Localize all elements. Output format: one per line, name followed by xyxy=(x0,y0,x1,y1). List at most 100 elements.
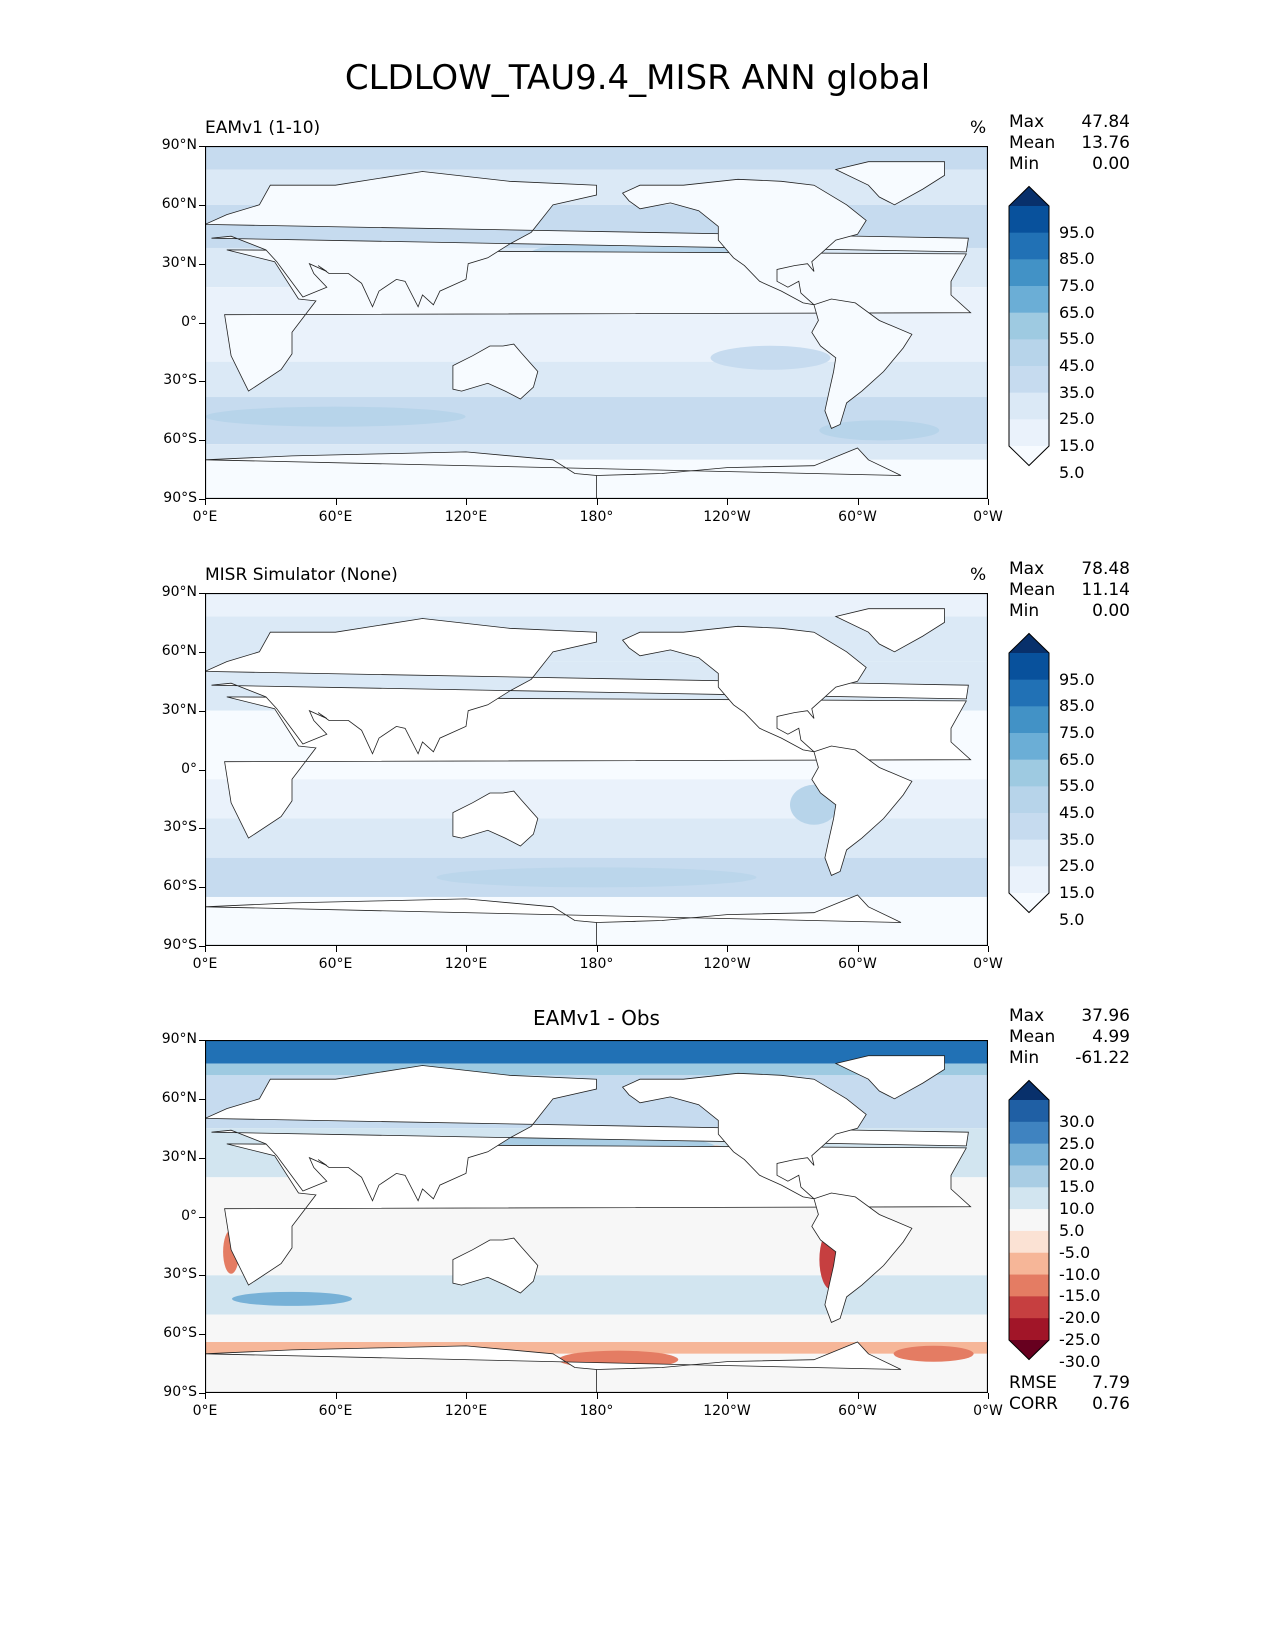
colorbar-extend-bottom xyxy=(1009,446,1049,466)
stat-min-label: Min xyxy=(1009,154,1040,174)
lon-tick xyxy=(727,499,728,505)
lon-tick xyxy=(857,1393,859,1399)
colorbar-segment xyxy=(1009,419,1049,447)
stat-max-label: Max xyxy=(1009,1006,1045,1026)
land-outline xyxy=(621,1072,867,1200)
lon-tick-label: 180° xyxy=(579,509,614,525)
field-patch xyxy=(893,1345,974,1362)
field-patch xyxy=(710,345,831,370)
colorbar-segment xyxy=(1009,286,1049,314)
lat-tick xyxy=(199,381,205,382)
lat-tick-label: 90°S xyxy=(163,490,197,506)
colorbar-segment xyxy=(1009,866,1049,894)
lon-tick xyxy=(988,946,989,952)
lat-tick xyxy=(199,652,205,653)
stat-mean-label: Mean xyxy=(1009,1027,1056,1047)
land-outline xyxy=(834,1055,945,1100)
colorbar-tick-label: 35.0 xyxy=(1059,382,1095,402)
stat-mean-value: 13.76 xyxy=(1081,133,1130,153)
field-band xyxy=(205,146,988,170)
panel-label: MISR Simulator (None) xyxy=(205,565,398,585)
land-outline xyxy=(621,625,867,753)
stat-mean-value: 11.14 xyxy=(1081,580,1130,600)
lon-tick-label: 60°E xyxy=(318,956,353,972)
lat-tick-label: 90°S xyxy=(163,937,197,953)
colorbar-segment xyxy=(1009,366,1049,394)
colorbar-segment xyxy=(1009,1230,1049,1254)
lat-tick xyxy=(199,499,205,500)
panel-label: EAMv1 - Obs xyxy=(533,1006,660,1030)
map-frame xyxy=(205,1040,988,1393)
land-outline xyxy=(811,745,913,876)
lon-tick xyxy=(988,499,989,505)
lon-tick-label: 60°E xyxy=(318,1403,353,1419)
map-panel xyxy=(205,1040,988,1393)
colorbar-segment xyxy=(1009,1252,1049,1276)
colorbar-segment xyxy=(1009,786,1049,814)
colorbar-tick-label: 15.0 xyxy=(1059,883,1095,902)
land-outline xyxy=(811,1192,913,1323)
lon-tick xyxy=(205,946,206,952)
colorbar-tick-label: 75.0 xyxy=(1059,723,1095,742)
colorbar-tick-label: -20.0 xyxy=(1059,1308,1101,1328)
colorbar-tick-label: 5.0 xyxy=(1059,909,1085,929)
lon-tick xyxy=(596,1393,598,1399)
stat-min-value: 0.00 xyxy=(1092,154,1130,174)
colorbar-segment xyxy=(1009,339,1049,367)
lon-tick xyxy=(335,946,337,952)
lon-tick-label: 0°W xyxy=(973,956,1003,972)
land-outline xyxy=(452,1237,539,1294)
lon-tick-label: 120°E xyxy=(444,509,488,525)
land-outline xyxy=(621,178,867,306)
lon-tick-label: 0°E xyxy=(192,509,218,525)
lat-tick-label: 60°S xyxy=(163,1325,197,1341)
lat-tick-label: 30°N xyxy=(161,255,197,271)
colorbar-tick-label: -25.0 xyxy=(1059,1330,1101,1349)
stat-rmse-label: RMSE xyxy=(1009,1373,1058,1393)
lon-tick xyxy=(857,499,859,505)
lon-tick xyxy=(335,499,337,505)
map-panel xyxy=(205,593,988,946)
lat-tick xyxy=(199,205,205,206)
colorbar-segment xyxy=(1009,1187,1049,1210)
stat-corr-value: 0.76 xyxy=(1092,1394,1130,1414)
colorbar-tick-label: 10.0 xyxy=(1059,1199,1095,1219)
colorbar-tick-label: 55.0 xyxy=(1059,776,1095,796)
colorbar-tick-label: 5.0 xyxy=(1059,1220,1085,1240)
colorbar-segment xyxy=(1009,813,1049,841)
lon-tick-label: 0°W xyxy=(973,509,1003,525)
colorbar-outline xyxy=(1008,185,1050,467)
colorbar-tick-label: 65.0 xyxy=(1059,302,1095,322)
land-outline xyxy=(205,447,902,499)
lon-tick xyxy=(596,946,598,952)
colorbar-segment xyxy=(1009,1121,1049,1145)
lon-tick-label: 120°E xyxy=(444,956,488,972)
stat-min-label: Min xyxy=(1009,1048,1040,1068)
lat-tick-label: 30°S xyxy=(163,372,197,388)
stat-mean-label: Mean xyxy=(1009,133,1056,153)
colorbar-segment xyxy=(1009,1143,1049,1166)
land-outline xyxy=(205,1341,902,1393)
colorbar-tick-label: 85.0 xyxy=(1059,696,1095,716)
lon-tick-label: 180° xyxy=(579,1403,614,1419)
colorbar-tick-label: 30.0 xyxy=(1059,1111,1095,1131)
field-patch xyxy=(436,867,757,888)
land-outline xyxy=(452,343,539,400)
lat-tick-label: 30°S xyxy=(163,819,197,835)
lat-tick xyxy=(199,1158,205,1159)
map-frame xyxy=(205,146,988,499)
lat-tick xyxy=(199,1099,205,1100)
stat-rmse-value: 7.79 xyxy=(1092,1373,1130,1393)
unit-label: % xyxy=(970,118,987,138)
lon-tick-label: 120°W xyxy=(703,509,751,525)
colorbar-segment xyxy=(1009,312,1049,340)
lon-tick-label: 60°W xyxy=(838,956,877,972)
lon-tick xyxy=(466,946,467,952)
colorbar-segment xyxy=(1009,706,1049,734)
lon-tick xyxy=(466,499,467,505)
colorbar-tick-label: -30.0 xyxy=(1059,1351,1101,1371)
colorbar-segment xyxy=(1009,206,1049,234)
lat-tick xyxy=(199,146,205,147)
stat-max-label: Max xyxy=(1009,112,1045,132)
colorbar-tick-label: 45.0 xyxy=(1059,803,1095,822)
